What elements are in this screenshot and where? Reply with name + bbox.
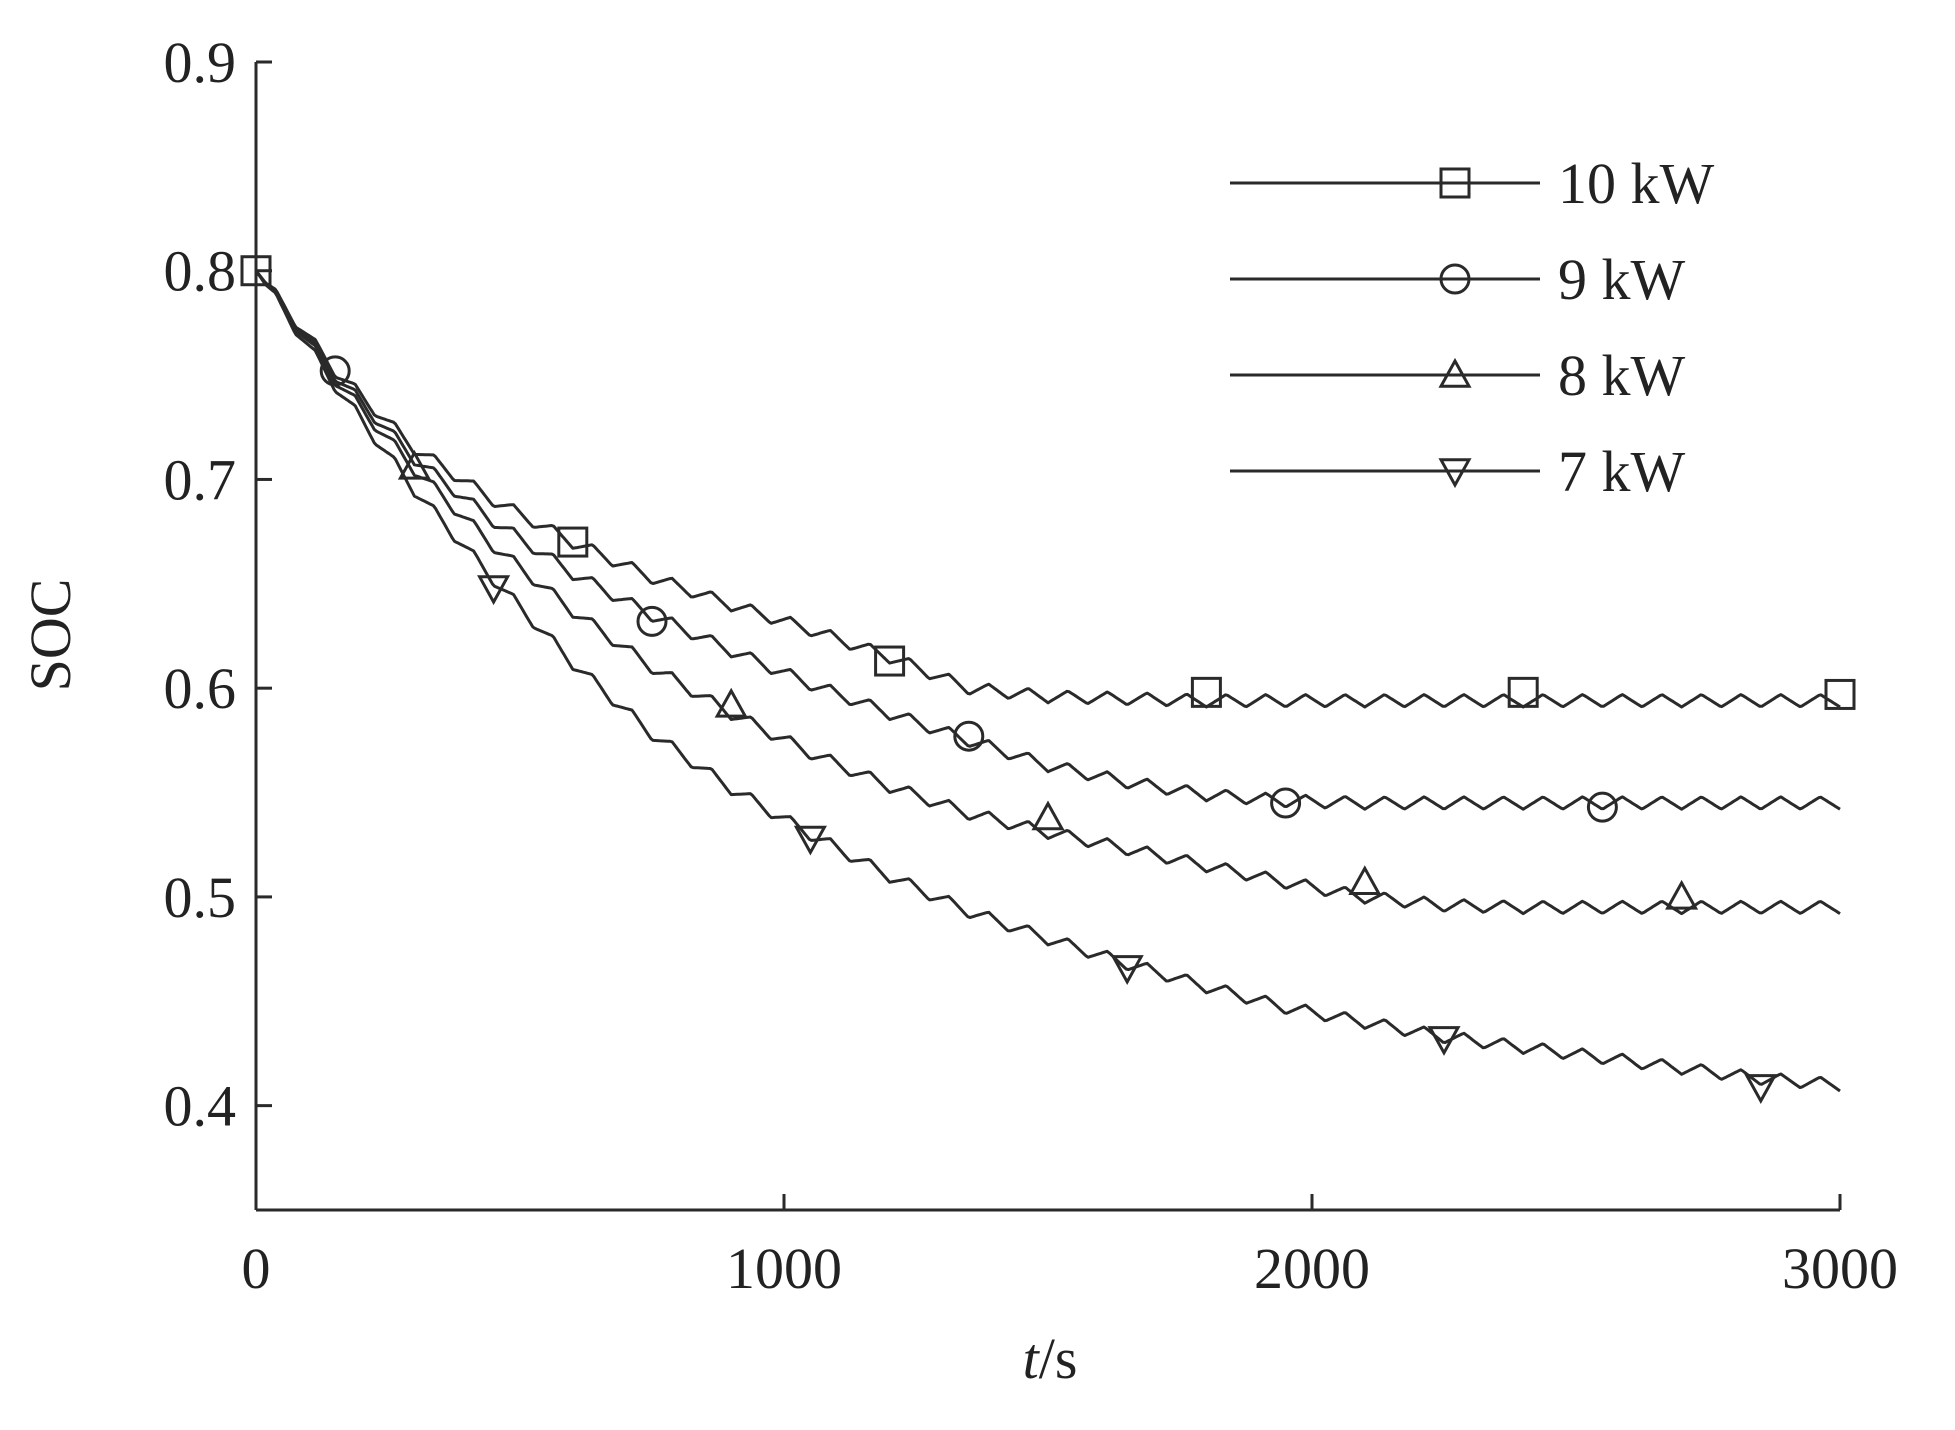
legend-item: 9 kW — [1230, 247, 1686, 312]
series-line — [254, 269, 1841, 709]
legend: 10 kW 9 kW 8 kW 7 kW — [1230, 151, 1715, 504]
y-tick-label: 0.7 — [164, 447, 237, 512]
x-tick-label: 3000 — [1782, 1236, 1898, 1301]
triangle-down-marker — [1438, 458, 1472, 489]
series-10-kw — [240, 255, 1856, 710]
triangle-down-marker — [1110, 955, 1144, 985]
triangle-up-marker — [1438, 357, 1472, 388]
y-tick-label: 0.8 — [164, 239, 237, 304]
square-marker — [1507, 676, 1539, 708]
y-tick-label: 0.5 — [164, 865, 237, 930]
legend-item: 8 kW — [1230, 343, 1686, 408]
square-marker — [1439, 167, 1471, 199]
series-line — [254, 269, 1841, 811]
triangle-up-marker — [1031, 800, 1065, 831]
series-7-kw — [254, 269, 1841, 1104]
y-tick-label: 0.9 — [164, 30, 237, 95]
series-layer — [240, 255, 1856, 1104]
triangle-up-marker — [1665, 879, 1699, 910]
x-tick-label: 1000 — [726, 1236, 842, 1301]
square-marker — [1824, 678, 1856, 710]
series-line — [254, 269, 1841, 1093]
x-axis-label: t/s — [1023, 1326, 1078, 1391]
square-marker — [557, 526, 589, 558]
triangle-down-marker — [1744, 1074, 1778, 1104]
square-marker — [874, 645, 906, 677]
legend-label: 7 kW — [1558, 439, 1686, 504]
circle-marker — [1439, 263, 1471, 295]
legend-label: 10 kW — [1558, 151, 1715, 216]
triangle-up-marker — [1348, 865, 1382, 895]
circle-marker — [636, 605, 668, 637]
legend-label: 8 kW — [1558, 343, 1686, 408]
series-line — [254, 269, 1841, 916]
x-axis-label-unit: /s — [1039, 1326, 1078, 1391]
y-tick-label: 0.6 — [164, 656, 237, 721]
y-tick-label: 0.4 — [164, 1074, 237, 1139]
triangle-up-marker — [714, 687, 748, 718]
circle-marker — [1586, 791, 1618, 823]
legend-label: 9 kW — [1558, 247, 1686, 312]
square-marker — [240, 255, 272, 287]
legend-item: 7 kW — [1230, 439, 1686, 504]
circle-marker — [1270, 787, 1302, 819]
triangle-up-marker — [397, 449, 431, 480]
triangle-down-marker — [477, 575, 511, 606]
y-axis-label: SOC — [18, 579, 83, 692]
x-tick-label: 2000 — [1254, 1236, 1370, 1301]
triangle-down-marker — [793, 825, 827, 856]
axes: 0.4 0.5 0.6 0.7 0.8 0.9 0 1000 2000 3000 — [164, 30, 1899, 1301]
circle-marker — [953, 720, 985, 752]
square-marker — [1190, 676, 1222, 708]
series-8-kw — [254, 269, 1841, 916]
x-axis-label-variable: t — [1023, 1326, 1041, 1391]
triangle-down-marker — [1427, 1026, 1461, 1056]
x-tick-label: 0 — [242, 1236, 271, 1301]
legend-item: 10 kW — [1230, 151, 1715, 216]
